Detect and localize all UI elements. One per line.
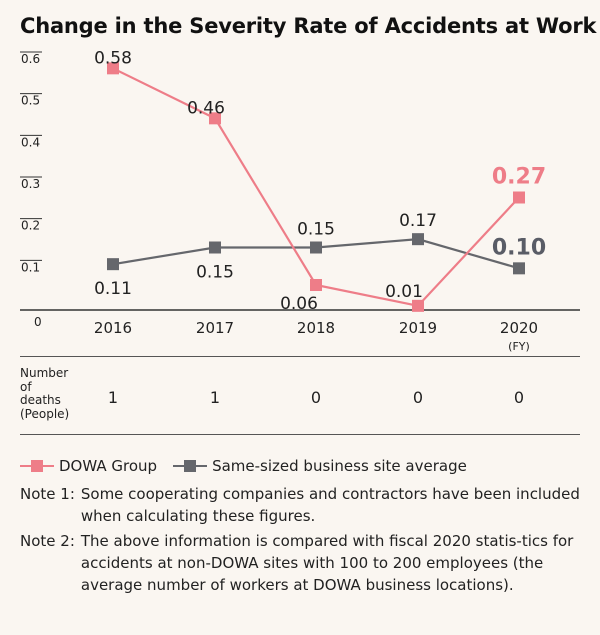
y-tick-label: 0.5 <box>21 94 40 108</box>
deaths-value-2016: 1 <box>107 388 119 407</box>
data-label: 0.15 <box>196 263 234 283</box>
line-chart: 0.60.50.40.30.20.10 2016 2017 2018 2019 2020… <box>20 48 580 353</box>
data-label: 0.01 <box>385 282 423 302</box>
legend-item-dowa: DOWA Group <box>20 457 157 475</box>
y-tick-label: 0 <box>34 315 42 329</box>
note-2: Note 2: The above information is compare… <box>20 530 585 596</box>
legend-marker-average <box>173 459 208 473</box>
deaths-value-2018: 0 <box>310 388 322 407</box>
legend-label-dowa: DOWA Group <box>59 457 158 475</box>
data-point <box>107 62 119 75</box>
data-point <box>310 279 322 291</box>
deaths-header-line: (People) <box>20 406 70 421</box>
y-tick-label: 0.3 <box>21 177 40 191</box>
note-1: Note 1: Some cooperating companies and c… <box>20 483 585 527</box>
deaths-header-line: Number <box>20 366 69 380</box>
x-tick-label: 2018 <box>297 319 335 337</box>
x-unit-label: (FY) <box>508 340 530 353</box>
note-text: Some cooperating companies and contracto… <box>80 485 580 525</box>
y-tick-label: 0.2 <box>21 219 40 233</box>
data-label: 0.58 <box>94 48 132 68</box>
x-tick-label: 2020 <box>500 319 538 337</box>
note-label: Note 1: <box>20 485 75 503</box>
legend-item-average: Same-sized business site average <box>173 457 467 475</box>
data-label: 0.27 <box>492 165 546 190</box>
y-tick-label: 0.1 <box>21 260 40 274</box>
legend: DOWA Group Same-sized business site aver… <box>20 457 483 475</box>
deaths-header: Number of deaths (People) <box>20 366 90 421</box>
data-label: 0.10 <box>492 235 546 260</box>
legend-marker-dowa <box>20 459 54 473</box>
series-line <box>112 67 520 308</box>
data-label: 0.17 <box>399 211 437 231</box>
table-top-rule <box>20 356 580 357</box>
data-label: 0.15 <box>297 220 335 240</box>
data-point <box>513 191 525 204</box>
data-point <box>412 299 424 312</box>
deaths-value-2020: 0 <box>513 388 525 407</box>
x-tick-label: 2017 <box>196 319 234 337</box>
data-point <box>513 262 525 275</box>
data-point <box>209 112 221 125</box>
table-bottom-rule <box>20 434 580 435</box>
x-tick-label: 2016 <box>94 319 132 337</box>
chart-title: Change in the Severity Rate of Accidents… <box>20 14 597 38</box>
note-text: The above information is compared with f… <box>80 532 574 594</box>
y-tick-label: 0.4 <box>21 135 40 149</box>
y-tick-label: 0.6 <box>21 52 40 66</box>
deaths-header-line: deaths <box>20 393 61 407</box>
data-point <box>412 233 424 246</box>
data-point <box>107 258 119 271</box>
deaths-value-2017: 1 <box>209 388 221 407</box>
data-point <box>209 241 221 254</box>
deaths-header-line: of <box>20 379 32 394</box>
legend-label-average: Same-sized business site average <box>212 457 467 475</box>
data-label: 0.46 <box>187 98 225 118</box>
data-point <box>310 241 322 254</box>
note-label: Note 2: <box>20 532 75 550</box>
data-label: 0.06 <box>280 294 318 314</box>
data-label: 0.11 <box>94 279 132 299</box>
x-tick-label: 2019 <box>399 319 437 337</box>
deaths-value-2019: 0 <box>412 388 424 407</box>
